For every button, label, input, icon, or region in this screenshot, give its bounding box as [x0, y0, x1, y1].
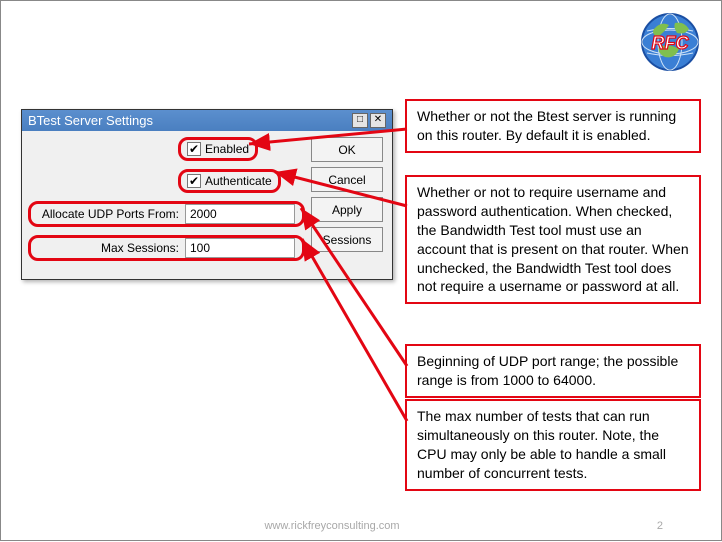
- authenticate-checkbox[interactable]: ✔: [187, 174, 201, 188]
- callout-enabled: Whether or not the Btest server is runni…: [405, 99, 701, 153]
- authenticate-label: Authenticate: [205, 174, 272, 188]
- globe-icon: RFC: [639, 11, 701, 73]
- callout-udp: Beginning of UDP port range; the possibl…: [405, 344, 701, 398]
- udp-input[interactable]: 2000: [185, 204, 295, 224]
- enabled-checkbox[interactable]: ✔: [187, 142, 201, 156]
- max-highlight: Max Sessions: 100: [28, 235, 305, 261]
- right-column: OK Cancel Apply Sessions: [311, 137, 386, 269]
- logo: RFC: [639, 11, 701, 73]
- footer-page: 2: [657, 520, 663, 532]
- udp-label: Allocate UDP Ports From:: [35, 207, 185, 221]
- dialog-body: ✔ Enabled ✔ Authenticate Allocate UDP Po…: [22, 131, 392, 279]
- sessions-button[interactable]: Sessions: [311, 227, 383, 252]
- cancel-button[interactable]: Cancel: [311, 167, 383, 192]
- titlebar: BTest Server Settings □ ✕: [22, 110, 392, 131]
- enabled-highlight: ✔ Enabled: [178, 137, 258, 161]
- close-icon[interactable]: ✕: [370, 113, 386, 128]
- enabled-label: Enabled: [205, 142, 249, 156]
- titlebar-buttons: □ ✕: [352, 113, 386, 128]
- apply-button[interactable]: Apply: [311, 197, 383, 222]
- footer-url: www.rickfreyconsulting.com: [264, 520, 399, 532]
- left-column: ✔ Enabled ✔ Authenticate Allocate UDP Po…: [28, 137, 311, 269]
- max-input[interactable]: 100: [185, 238, 295, 258]
- btest-settings-dialog: BTest Server Settings □ ✕ ✔ Enabled ✔ Au…: [21, 109, 393, 280]
- minimize-icon[interactable]: □: [352, 113, 368, 128]
- footer: www.rickfreyconsulting.com 2: [1, 520, 722, 532]
- titlebar-title: BTest Server Settings: [28, 113, 352, 128]
- callout-authenticate: Whether or not to require username and p…: [405, 175, 701, 304]
- udp-highlight: Allocate UDP Ports From: 2000: [28, 201, 305, 227]
- logo-text: RFC: [652, 33, 690, 53]
- max-label: Max Sessions:: [35, 241, 185, 255]
- ok-button[interactable]: OK: [311, 137, 383, 162]
- authenticate-highlight: ✔ Authenticate: [178, 169, 281, 193]
- callout-max: The max number of tests that can run sim…: [405, 399, 701, 491]
